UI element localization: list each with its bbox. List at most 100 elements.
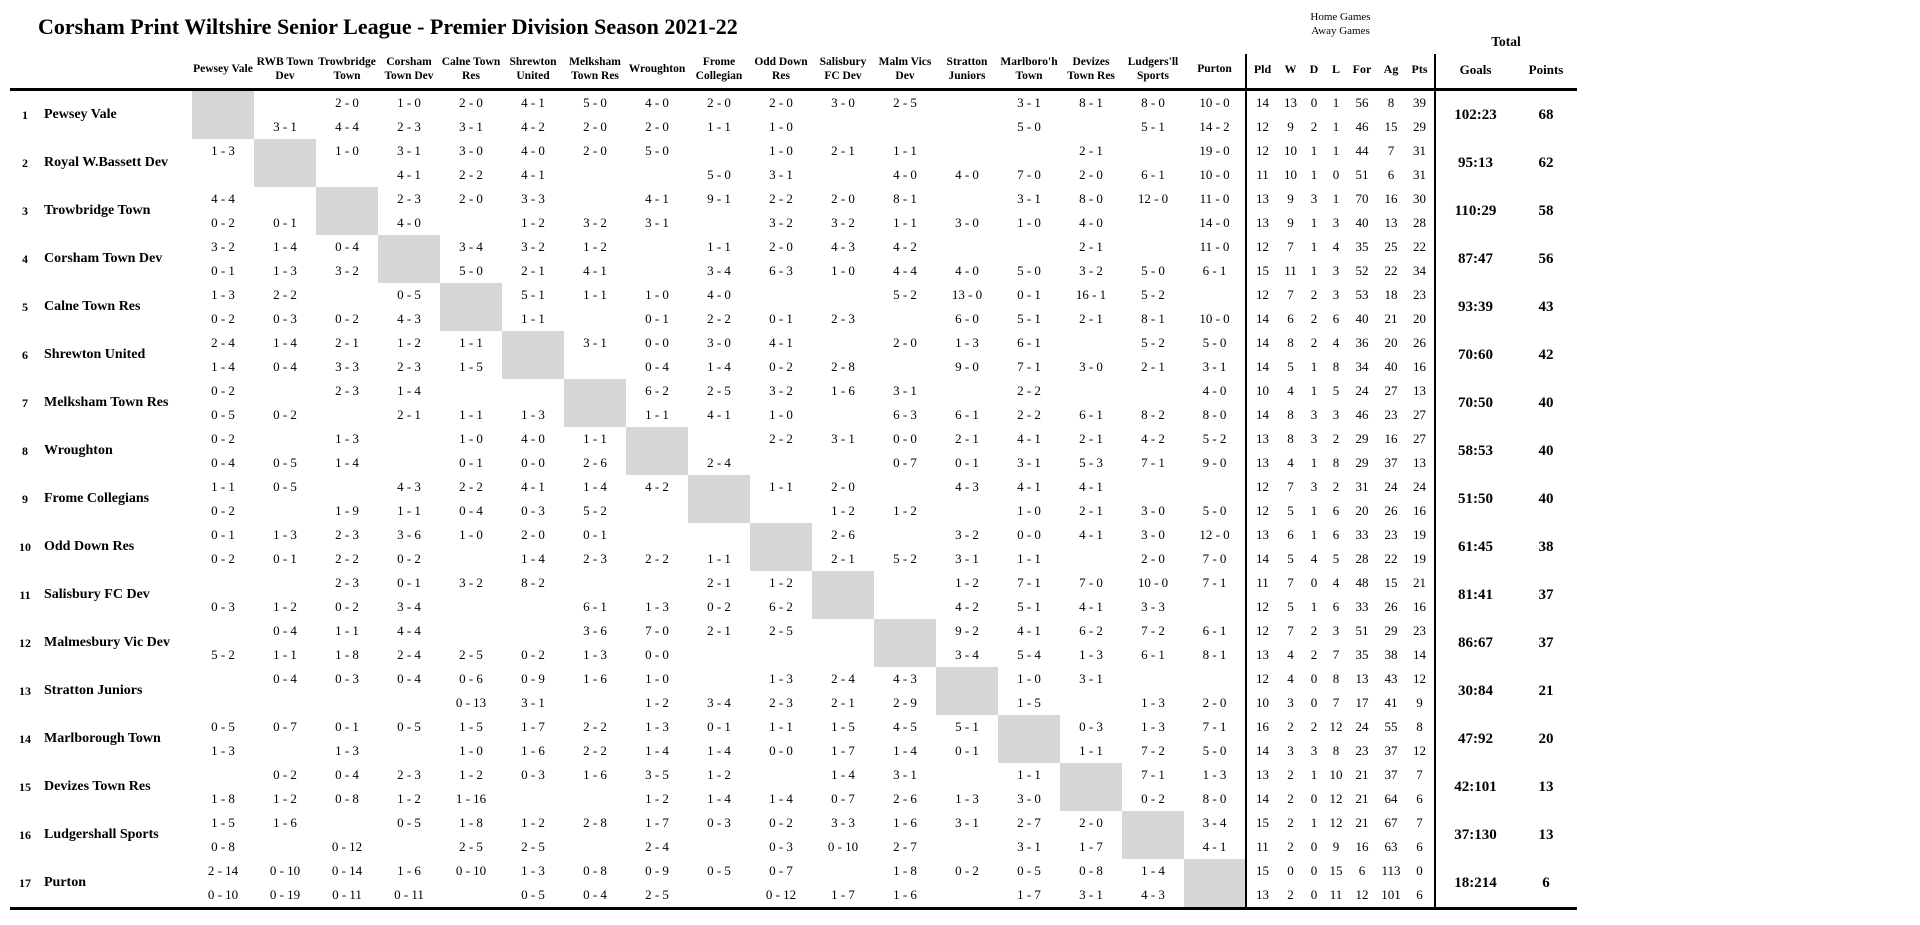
home-stat-cell: 13 — [1245, 523, 1278, 548]
home-result-cell: 2 - 0 — [583, 143, 607, 159]
away-stat-cell: 1 — [1310, 167, 1318, 183]
team-name: Melksham Town Res — [44, 395, 169, 411]
home-result-cell: 2 - 0 — [335, 95, 359, 111]
home-stat-cell: 53 — [1355, 287, 1369, 303]
home-result-cell: 5 - 1 — [521, 287, 545, 303]
away-result-cell: 14 - 0 — [1199, 215, 1230, 231]
away-stat-cell: 11 — [1245, 835, 1278, 860]
away-result-cell: 5 - 0 — [1017, 119, 1041, 135]
team-away-row: 0 - 4 0 - 5 1 - 4 0 - 1 0 - 0 2 - 6 2 - 4 0 - 7… — [10, 451, 1577, 476]
away-stat-cell: 8 — [1332, 455, 1340, 471]
away-result-cell: 0 - 1 — [955, 743, 979, 759]
away-result-cell: 2 - 2 — [1017, 407, 1041, 423]
away-stat-cell: 101 — [1381, 887, 1401, 903]
home-result-cell: 2 - 5 — [707, 383, 731, 399]
home-result-cell: 3 - 6 — [397, 527, 421, 543]
away-stat-cell: 6 — [1416, 839, 1423, 855]
home-result-cell — [1122, 235, 1184, 259]
goals-total: 18:214 — [1434, 859, 1515, 909]
row-number: 5 — [22, 300, 28, 315]
team-home-row: 12 Malmesbury Vic Dev 0 - 4 1 - 1 4 - 4 3 - 6… — [10, 619, 1577, 668]
away-result-cell: 6 - 3 — [769, 263, 793, 279]
home-result-cell: 0 - 4 — [335, 767, 359, 783]
team-name: Marlborough Town — [44, 731, 161, 747]
away-stat-cell: 14 — [1245, 547, 1278, 572]
away-result-cell — [812, 163, 874, 187]
points-total: 20 — [1538, 731, 1554, 748]
away-result-cell: 1 - 2 — [273, 791, 297, 807]
team-home-row: 3 Trowbridge Town 4 - 4 2 - 3 2 - 0 3 - 3 4 - … — [10, 187, 1577, 236]
away-result-cell: 2 - 7 — [893, 839, 917, 855]
home-result-cell — [936, 139, 998, 163]
away-stat-cell: 3 — [1310, 407, 1318, 423]
points-total: 40 — [1538, 395, 1554, 412]
home-stat-cell: 5 — [1332, 383, 1340, 399]
away-stat-cell: 6 — [1332, 503, 1340, 519]
home-stat-cell: 7 — [1287, 623, 1294, 639]
away-stat-cell: 20 — [1413, 311, 1426, 327]
home-result-cell: 1 - 0 — [1017, 671, 1041, 687]
away-result-cell: 0 - 1 — [459, 455, 483, 471]
home-result-cell — [254, 571, 316, 595]
home-result-cell: 1 - 0 — [645, 671, 669, 687]
away-result-cell — [1184, 595, 1246, 619]
home-result-cell: 2 - 1 — [335, 335, 359, 351]
away-result-cell: 3 - 1 — [273, 119, 297, 135]
team-name: Pewsey Vale — [44, 107, 117, 123]
away-result-cell: 5 - 4 — [1017, 647, 1041, 663]
home-result-cell: 2 - 14 — [207, 863, 239, 879]
away-result-cell — [812, 115, 874, 139]
away-result-cell: 1 - 6 — [893, 887, 917, 903]
away-stat-cell: 27 — [1413, 407, 1426, 423]
home-result-cell — [812, 283, 874, 307]
home-result-cell: 4 - 0 — [645, 95, 669, 111]
away-result-cell: 1 - 4 — [707, 743, 731, 759]
home-stat-cell: 12 — [1329, 815, 1343, 831]
away-result-cell — [254, 499, 316, 523]
home-result-cell: 19 - 0 — [1199, 143, 1230, 159]
home-result-cell — [812, 331, 874, 355]
away-result-cell: 0 - 2 — [211, 503, 235, 519]
home-stat-cell: 44 — [1355, 143, 1369, 159]
away-result-cell: 5 - 0 — [1202, 743, 1227, 759]
away-result-cell: 6 - 1 — [583, 599, 607, 615]
home-result-cell — [440, 379, 502, 403]
away-result-cell: 0 - 2 — [335, 599, 359, 615]
home-result-cell: 1 - 2 — [459, 767, 483, 783]
away-result-cell — [688, 835, 750, 859]
away-stat-cell: 2 — [1310, 647, 1318, 663]
home-result-cell — [1122, 139, 1184, 163]
points-total: 58 — [1538, 203, 1554, 220]
home-result-cell — [254, 427, 316, 451]
home-stat-cell: 7 — [1287, 239, 1294, 255]
home-result-cell: 1 - 4 — [831, 767, 855, 783]
team-name: Shrewton United — [44, 347, 146, 363]
home-result-cell: 4 - 3 — [831, 239, 855, 255]
home-stat-cell: 113 — [1381, 863, 1401, 879]
away-result-cell: 2 - 1 — [1079, 503, 1103, 519]
home-stat-cell: 51 — [1355, 623, 1369, 639]
home-result-cell: 5 - 2 — [1141, 335, 1165, 351]
legend-away-games: Away Games — [1311, 25, 1370, 38]
home-result-cell: 0 - 3 — [707, 815, 731, 831]
away-stat-cell: 21 — [1384, 311, 1398, 327]
home-stat-cell: 2 — [1310, 287, 1318, 303]
goals-total: 70:60 — [1434, 331, 1515, 380]
total-label: Total — [1491, 34, 1521, 49]
away-result-cell: 1 - 6 — [521, 743, 545, 759]
away-stat-cell: 15 — [1245, 259, 1278, 284]
home-result-cell: 0 - 7 — [769, 863, 793, 879]
away-stat-cell: 4 — [1287, 455, 1294, 471]
away-stat-cell: 10 — [1284, 167, 1297, 183]
away-result-cell: 0 - 4 — [211, 455, 235, 471]
away-result-cell: 1 - 2 — [273, 599, 297, 615]
away-result-cell — [564, 355, 626, 379]
home-result-cell: 1 - 2 — [769, 575, 793, 591]
away-result-cell: 2 - 0 — [1079, 167, 1103, 183]
home-stat-cell: 15 — [1245, 811, 1278, 836]
stat-column-header: L — [1325, 54, 1347, 92]
home-result-cell: 5 - 2 — [1202, 431, 1227, 447]
goals-total: 42:101 — [1434, 763, 1515, 812]
away-stat-cell: 46 — [1355, 407, 1369, 423]
home-result-cell: 0 - 2 — [955, 863, 979, 879]
